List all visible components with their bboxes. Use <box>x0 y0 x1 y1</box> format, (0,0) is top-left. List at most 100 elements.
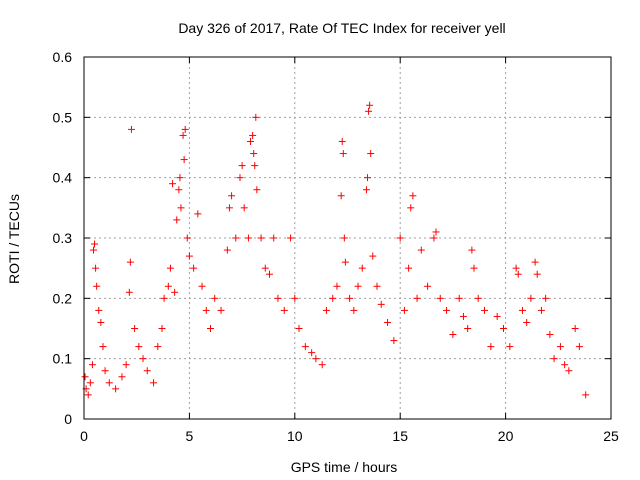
data-point <box>396 234 404 242</box>
data-point <box>531 258 539 266</box>
data-point <box>582 391 590 399</box>
data-point <box>250 150 258 158</box>
data-point <box>270 234 278 242</box>
y-tick-label: 0 <box>64 411 72 427</box>
data-point <box>179 131 187 139</box>
data-point <box>571 325 579 332</box>
data-point <box>459 312 467 320</box>
data-point <box>432 228 440 236</box>
data-point <box>99 343 107 351</box>
x-tick-label: 10 <box>287 428 303 444</box>
data-point <box>125 288 133 296</box>
data-point <box>338 137 346 145</box>
data-point <box>211 294 219 302</box>
data-point <box>407 204 415 212</box>
data-point <box>367 150 375 158</box>
y-tick-label: 0.3 <box>53 230 73 246</box>
data-point <box>449 331 457 339</box>
data-point <box>93 282 101 290</box>
y-tick-label: 0.5 <box>53 109 73 125</box>
data-point <box>424 282 432 290</box>
data-point <box>373 282 381 290</box>
data-point <box>88 361 96 369</box>
data-point <box>533 270 541 278</box>
data-point <box>183 234 191 242</box>
data-point <box>217 306 225 314</box>
data-point <box>249 131 257 139</box>
data-point <box>158 325 166 332</box>
data-point <box>291 294 299 302</box>
data-point <box>86 379 94 387</box>
data-point <box>84 391 92 399</box>
x-tick-labels: 0 5 10 15 20 25 <box>80 428 619 444</box>
data-point <box>171 288 179 296</box>
data-points <box>81 101 590 399</box>
data-point <box>252 113 260 121</box>
data-point <box>105 379 113 387</box>
data-point <box>236 174 244 182</box>
data-point <box>181 125 189 133</box>
data-point <box>164 282 172 290</box>
data-point <box>358 264 366 272</box>
data-point <box>95 306 103 314</box>
data-point <box>198 282 206 290</box>
data-point <box>92 264 100 272</box>
data-point <box>312 355 320 363</box>
data-point <box>244 234 252 242</box>
data-point <box>346 294 354 302</box>
y-tick-label: 0.6 <box>53 49 73 65</box>
data-point <box>253 186 261 194</box>
data-point <box>518 306 526 314</box>
data-point <box>232 234 240 242</box>
data-point <box>514 270 522 278</box>
data-point <box>169 180 177 188</box>
data-point <box>202 306 210 314</box>
data-point <box>430 234 438 242</box>
data-point <box>474 294 482 302</box>
data-point <box>341 258 349 266</box>
data-point <box>523 318 531 326</box>
x-tick-label: 0 <box>80 428 88 444</box>
data-point <box>443 306 451 314</box>
data-point <box>369 252 377 260</box>
y-tick-label: 0.4 <box>53 170 73 186</box>
y-tick-labels: 0 0.1 0.2 0.3 0.4 0.5 0.6 <box>53 49 73 427</box>
data-point <box>228 192 236 200</box>
data-point <box>166 264 174 272</box>
data-point <box>337 192 345 200</box>
data-point <box>177 204 185 212</box>
data-point <box>274 294 282 302</box>
axis-ticks <box>83 56 612 420</box>
data-point <box>413 294 421 302</box>
data-point <box>499 325 507 332</box>
data-point <box>417 246 425 254</box>
data-point <box>173 216 181 224</box>
data-point <box>81 373 89 381</box>
data-point <box>180 156 188 164</box>
data-point <box>150 379 158 387</box>
data-point <box>550 355 558 363</box>
y-axis-title: ROTI / TECUs <box>6 194 22 284</box>
data-point <box>160 294 168 302</box>
data-point <box>384 318 392 326</box>
data-point <box>122 361 130 369</box>
data-point <box>301 343 309 351</box>
data-point <box>350 306 358 314</box>
data-point <box>339 150 347 158</box>
x-axis-title: GPS time / hours <box>291 459 398 475</box>
data-point <box>405 264 413 272</box>
data-point <box>91 240 99 248</box>
data-point <box>185 252 193 260</box>
data-point <box>240 204 248 212</box>
data-point <box>175 186 183 194</box>
y-tick-label: 0.2 <box>53 290 73 306</box>
data-point <box>89 246 97 254</box>
data-point <box>354 282 362 290</box>
data-point <box>247 137 255 145</box>
data-point <box>126 258 134 266</box>
data-point <box>139 355 147 363</box>
data-point <box>287 234 295 242</box>
data-point <box>190 264 198 272</box>
